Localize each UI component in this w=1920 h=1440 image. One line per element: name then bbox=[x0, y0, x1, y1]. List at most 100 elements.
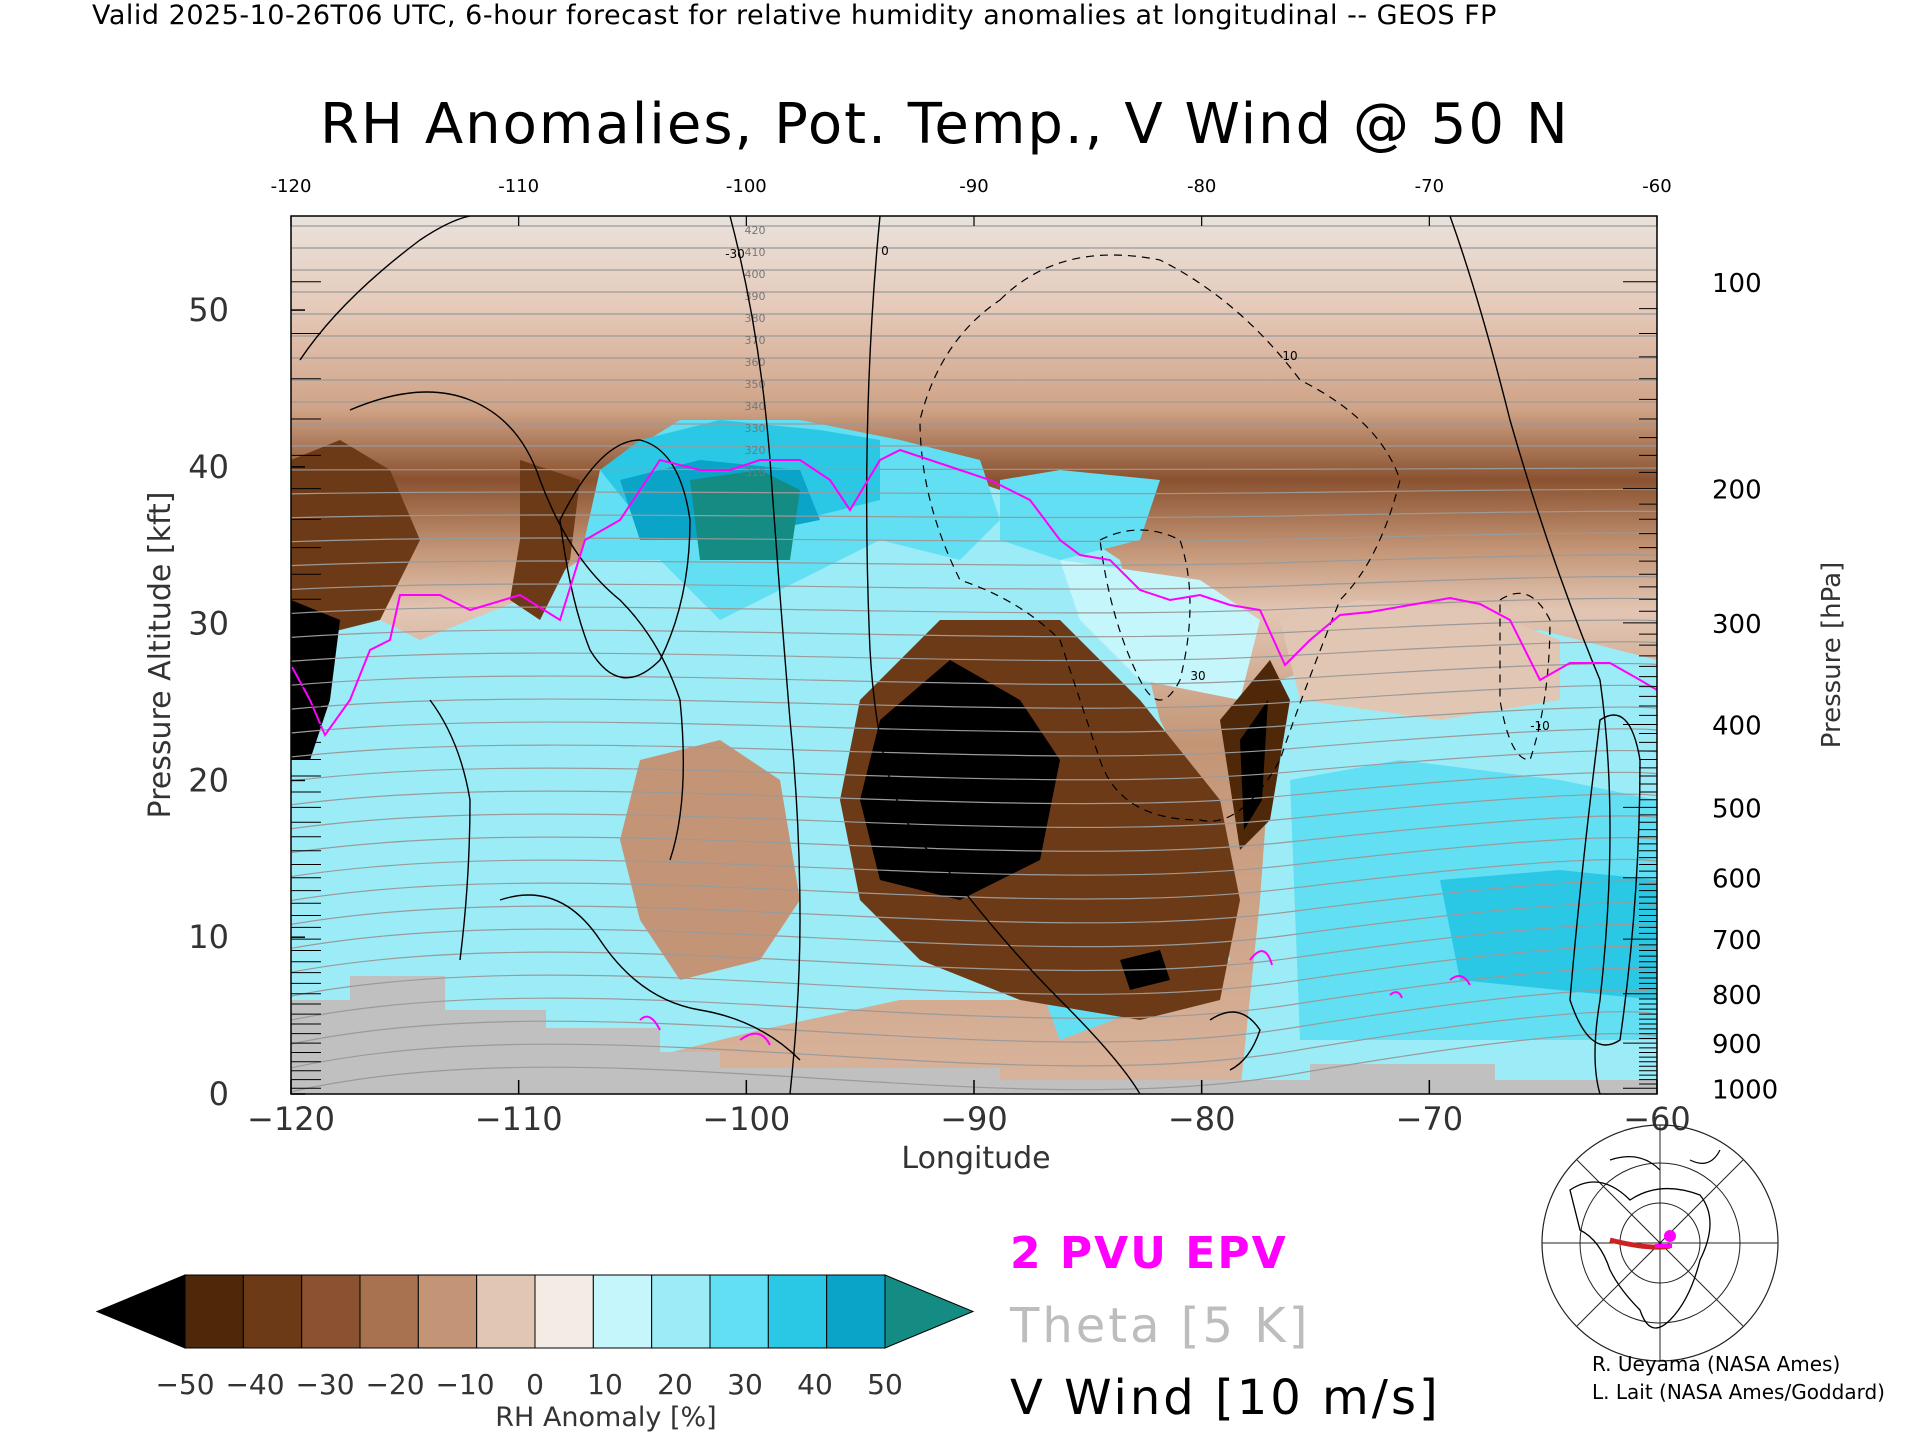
theta-contour bbox=[291, 837, 1657, 878]
theta-contours bbox=[291, 225, 1657, 1093]
pressure-tick-label: 100 bbox=[1712, 269, 1762, 299]
pressure-tick-label: 200 bbox=[1712, 476, 1762, 506]
theta-contour bbox=[291, 597, 1657, 615]
colorbar-box bbox=[709, 1274, 769, 1349]
theta-label: 380 bbox=[745, 312, 766, 325]
pressure-tick-label: 700 bbox=[1712, 926, 1762, 956]
x-top-tick-label: -110 bbox=[498, 176, 539, 197]
colorbar-tick-label: 10 bbox=[587, 1368, 623, 1401]
x-axis-top: -120 -110 -100 -90 -80 -70 -60 bbox=[271, 176, 1672, 226]
x-tick-label: −90 bbox=[940, 1100, 1008, 1138]
top-caption: Valid 2025-10-26T06 UTC, 6-hour forecast… bbox=[92, 0, 1497, 31]
theta-label: 350 bbox=[745, 378, 766, 391]
colorbar-box bbox=[359, 1274, 419, 1349]
colorbar bbox=[95, 1274, 975, 1349]
vwind-label: 10 bbox=[1282, 349, 1297, 363]
y2-axis-label: Pressure [hPa] bbox=[1817, 562, 1847, 749]
theta-label: 330 bbox=[745, 422, 766, 435]
theta-contour bbox=[291, 858, 1657, 902]
theta-contour bbox=[291, 619, 1657, 638]
theta-contour bbox=[291, 750, 1657, 782]
y-tick-label: 10 bbox=[188, 918, 229, 956]
colorbar-box bbox=[476, 1274, 536, 1349]
theta-contour bbox=[291, 684, 1657, 710]
theta-label: 420 bbox=[745, 224, 766, 237]
y-tick-label: 20 bbox=[188, 761, 229, 799]
colorbar-box bbox=[767, 1274, 828, 1349]
legend-pvu-epv: 2 PVU EPV bbox=[1010, 1228, 1288, 1279]
colorbar-ticks: −50 −40 −30 −20 −10 0 10 20 30 40 50 bbox=[155, 1368, 902, 1401]
theta-contour bbox=[291, 793, 1657, 830]
theta-contour bbox=[291, 510, 1657, 519]
pressure-tick-label: 400 bbox=[1712, 712, 1762, 742]
pressure-tick-label: 1000 bbox=[1712, 1075, 1778, 1105]
x-top-tick-label: -70 bbox=[1415, 176, 1444, 197]
pressure-tick-label: 300 bbox=[1712, 610, 1762, 640]
theta-contour-labels: 420 410 400 390 380 370 360 350 340 330 320 310 bbox=[745, 224, 766, 479]
vwind-label: -30 bbox=[725, 247, 745, 261]
y-axis-label: Pressure Altitude [kft] bbox=[143, 492, 178, 819]
vwind-contours bbox=[299, 216, 1641, 1094]
terrain-mask bbox=[291, 976, 1657, 1094]
theta-contour bbox=[291, 488, 1657, 495]
theta-contour bbox=[291, 945, 1657, 997]
colorbar-box bbox=[417, 1274, 478, 1349]
vwind-label: -10 bbox=[1530, 719, 1550, 733]
y-axis-right-pressure: 100 200 300 400 500 600 700 800 900 1000 bbox=[291, 269, 1778, 1105]
y-tick-label: 50 bbox=[188, 291, 229, 329]
x-tick-label: −100 bbox=[702, 1100, 790, 1138]
theta-label: 310 bbox=[745, 466, 766, 479]
vwind-label: 0 bbox=[881, 244, 889, 258]
y-axis-left: 0 10 20 30 40 50 bbox=[188, 291, 305, 1113]
locator-map bbox=[1541, 1124, 1779, 1362]
colorbar-box bbox=[184, 1274, 244, 1349]
theta-contour bbox=[291, 532, 1657, 543]
vwind-negative-contours bbox=[919, 254, 1551, 822]
colorbar-low-arrow bbox=[95, 1274, 186, 1349]
x-top-tick-label: -90 bbox=[959, 176, 988, 197]
x-top-tick-label: -100 bbox=[726, 176, 767, 197]
credit-line-1: R. Ueyama (NASA Ames) bbox=[1592, 1352, 1841, 1376]
colorbar-box bbox=[534, 1274, 594, 1349]
theta-contour bbox=[291, 924, 1657, 973]
colorbar-tick-label: 50 bbox=[867, 1368, 903, 1401]
theta-contour bbox=[291, 706, 1657, 734]
theta-contour bbox=[291, 641, 1657, 662]
pvu-epv-line bbox=[291, 448, 1657, 1046]
pressure-tick-label: 900 bbox=[1712, 1030, 1762, 1060]
pressure-tick-label: 500 bbox=[1712, 794, 1762, 824]
colorbar-tick-label: −50 bbox=[155, 1368, 214, 1401]
theta-label: 410 bbox=[745, 246, 766, 259]
y-tick-label: 40 bbox=[188, 448, 229, 486]
x-tick-label: −110 bbox=[475, 1100, 563, 1138]
theta-contour bbox=[291, 815, 1657, 854]
theta-label: 390 bbox=[745, 290, 766, 303]
colorbar-label: RH Anomaly [%] bbox=[495, 1402, 716, 1433]
x-tick-label: −60 bbox=[1623, 1100, 1691, 1138]
colorbar-box bbox=[592, 1274, 653, 1349]
theta-contour bbox=[291, 1011, 1657, 1069]
colorbar-tick-label: −30 bbox=[295, 1368, 354, 1401]
x-top-tick-label: -80 bbox=[1187, 176, 1216, 197]
x-axis-bottom: −120 −110 −100 −90 −80 −70 −60 bbox=[247, 1080, 1691, 1138]
legend-theta: Theta [5 K] bbox=[1010, 1298, 1311, 1354]
theta-label: 370 bbox=[745, 334, 766, 347]
theta-contour bbox=[291, 575, 1657, 591]
theta-label: 320 bbox=[745, 444, 766, 457]
x-tick-label: −70 bbox=[1396, 1100, 1464, 1138]
y-tick-label: 0 bbox=[209, 1075, 229, 1113]
vwind-label: 30 bbox=[1190, 669, 1205, 683]
pressure-tick-label: 600 bbox=[1712, 865, 1762, 895]
theta-contour bbox=[291, 1032, 1657, 1093]
rh-anomaly-field bbox=[291, 216, 1657, 1094]
vwind-contour-labels: -10 0 10 30 -30 bbox=[725, 244, 1550, 733]
theta-label: 360 bbox=[745, 356, 766, 369]
colorbar-high-arrow bbox=[884, 1274, 975, 1349]
colorbar-tick-label: 30 bbox=[727, 1368, 763, 1401]
theta-contour bbox=[291, 902, 1657, 949]
theta-label: 340 bbox=[745, 400, 766, 413]
credit-line-2: L. Lait (NASA Ames/Goddard) bbox=[1592, 1380, 1885, 1404]
x-top-tick-label: -120 bbox=[271, 176, 312, 197]
colorbar-box bbox=[651, 1274, 711, 1349]
